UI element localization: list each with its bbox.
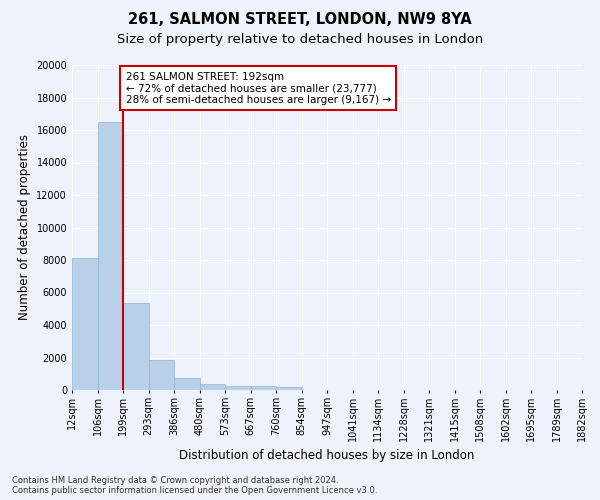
Text: 261, SALMON STREET, LONDON, NW9 8YA: 261, SALMON STREET, LONDON, NW9 8YA — [128, 12, 472, 28]
Text: Size of property relative to detached houses in London: Size of property relative to detached ho… — [117, 32, 483, 46]
Bar — [174, 378, 199, 390]
Bar — [149, 360, 174, 390]
X-axis label: Distribution of detached houses by size in London: Distribution of detached houses by size … — [179, 450, 475, 462]
Bar — [276, 387, 302, 390]
Text: 261 SALMON STREET: 192sqm
← 72% of detached houses are smaller (23,777)
28% of s: 261 SALMON STREET: 192sqm ← 72% of detac… — [125, 72, 391, 104]
Y-axis label: Number of detached properties: Number of detached properties — [18, 134, 31, 320]
Text: Contains HM Land Registry data © Crown copyright and database right 2024.
Contai: Contains HM Land Registry data © Crown c… — [12, 476, 377, 495]
Bar — [251, 386, 276, 390]
Bar — [97, 122, 123, 390]
Bar — [199, 384, 225, 390]
Bar — [123, 303, 149, 390]
Bar — [72, 258, 97, 390]
Bar — [225, 386, 251, 390]
